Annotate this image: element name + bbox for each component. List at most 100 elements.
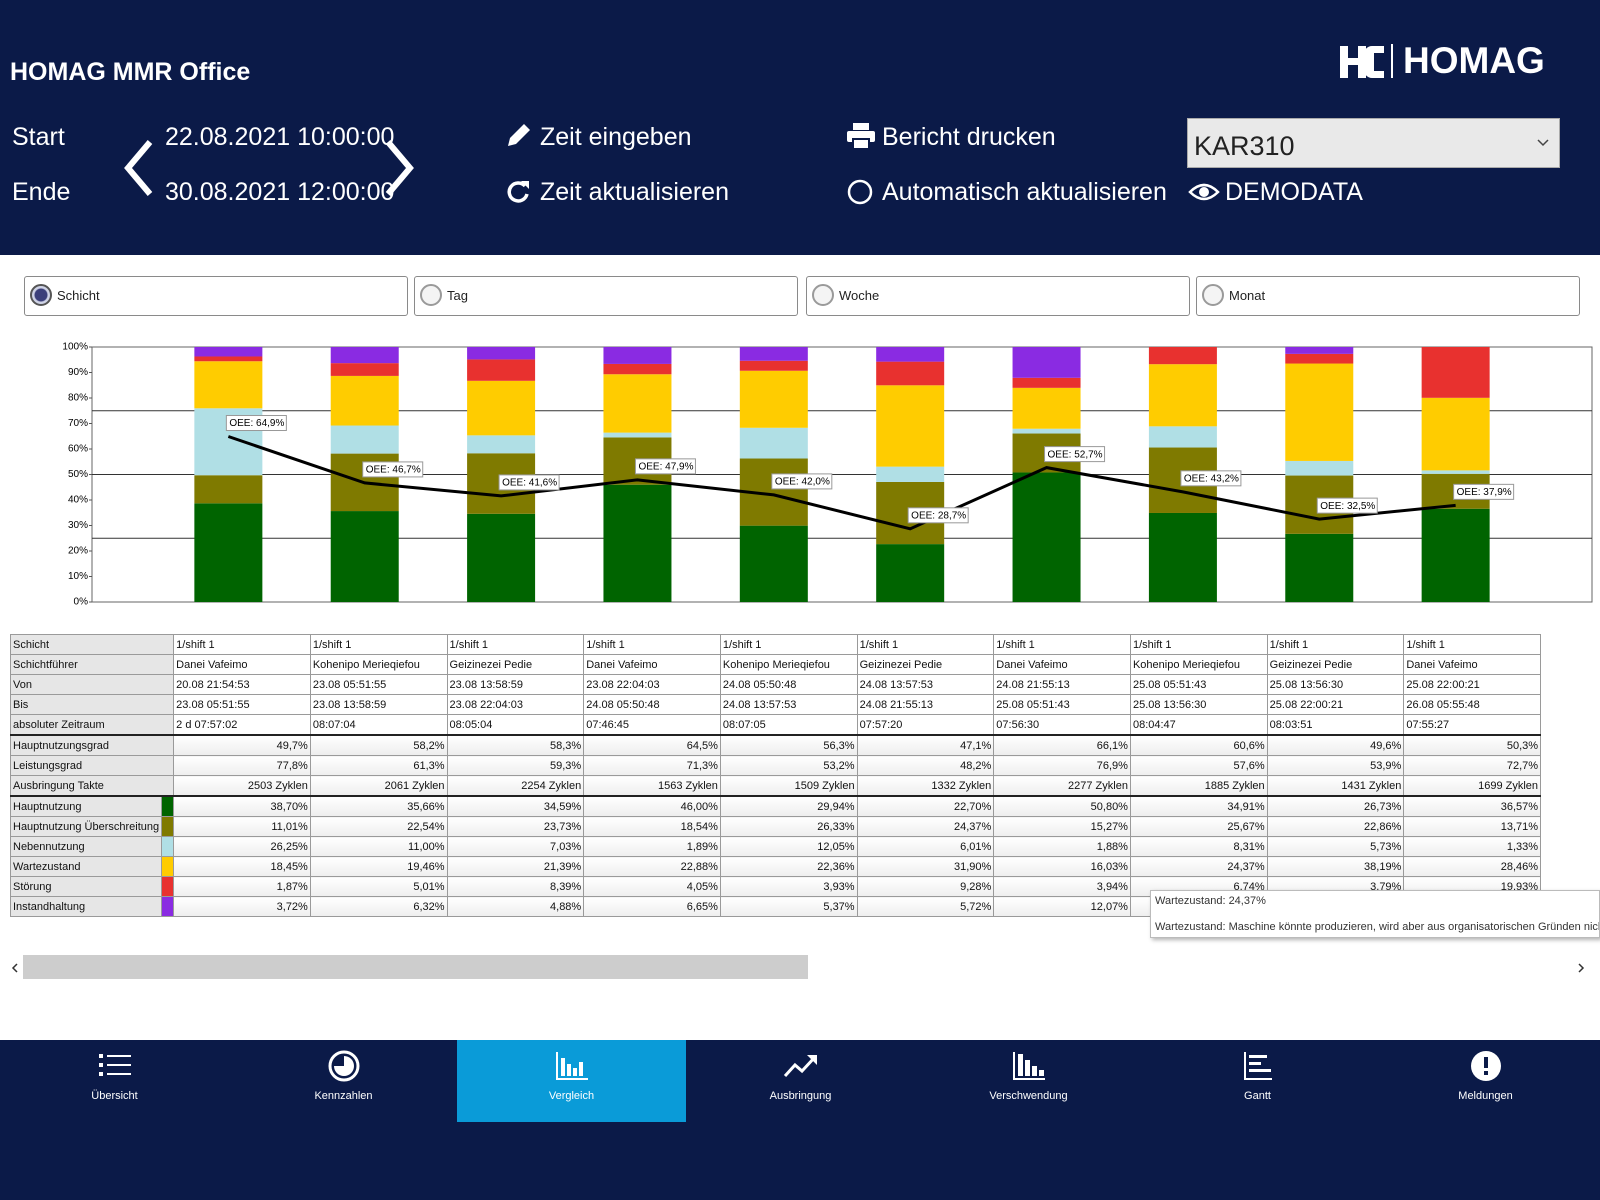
bar-segment [1285, 363, 1354, 461]
logo-text: HOMAG [1403, 40, 1545, 81]
table-row: Leistungsgrad 77,8% 61,3% 59,3% 71,3% 53,2% 48… [9, 755, 1542, 776]
table-cell: 2277 Zyklen [993, 775, 1131, 797]
table-cell: 2 d 07:57:02 [173, 714, 311, 736]
row-label: Ausbringung Takte [9, 775, 175, 797]
action-print-report[interactable]: Bericht drucken [882, 123, 1056, 151]
radio-button [30, 284, 52, 306]
nav-item[interactable]: Meldungen [1371, 1040, 1600, 1122]
period-tab[interactable]: Schicht [24, 276, 408, 316]
table-cell: 7,03% [446, 836, 585, 857]
table-cell: 1563 Zyklen [583, 775, 721, 797]
tab-label: Tag [447, 288, 468, 303]
nav-label: Übersicht [91, 1090, 138, 1102]
table-cell: 3,93% [719, 876, 858, 897]
tooltip-title: Wartezustand: 24,37% [1155, 895, 1266, 907]
table-cell: 56,3% [719, 734, 858, 756]
legend-swatch [161, 816, 175, 837]
tab-label: Woche [839, 288, 880, 303]
legend-swatch [161, 856, 175, 877]
machine-dropdown[interactable]: KAR310 [1187, 118, 1560, 168]
bar-segment [1421, 470, 1490, 474]
bar-segment [603, 346, 672, 364]
scroll-right[interactable] [1576, 962, 1586, 974]
table-cell: 1/shift 1 [1403, 634, 1542, 655]
period-tab[interactable]: Monat [1196, 276, 1580, 316]
table-cell: 57,6% [1129, 755, 1268, 776]
nav-item[interactable]: Gantt [1143, 1040, 1372, 1122]
table-cell: 59,3% [446, 755, 585, 776]
table-row: Nebennutzung 26,25% 11,00% 7,03% 1,89% 12,05%… [9, 836, 1542, 857]
table-cell: 76,9% [993, 755, 1131, 776]
action-auto-refresh[interactable]: Automatisch aktualisieren [882, 178, 1167, 206]
table-cell: 1/shift 1 [1129, 634, 1268, 655]
nav-item[interactable]: Ausbringung [686, 1040, 915, 1122]
scroll-thumb[interactable] [23, 955, 808, 979]
table-cell: 64,5% [583, 734, 721, 756]
table-cell: Danei Vafeimo [173, 654, 311, 675]
nav-label: Vergleich [548, 1090, 595, 1102]
bar-segment [1012, 347, 1081, 378]
table-cell: 1431 Zyklen [1266, 775, 1405, 797]
table-cell: 22,36% [719, 856, 858, 877]
bar-segment [467, 513, 536, 602]
machine-value: KAR310 [1194, 131, 1295, 161]
table-cell: 3,72% [173, 896, 311, 917]
table-cell: Geizinezei Pedie [446, 654, 585, 675]
table-cell: 1,33% [1403, 836, 1542, 857]
bar-segment [330, 363, 399, 376]
oee-label: OEE: 64,9% [229, 418, 284, 429]
table-cell: Geizinezei Pedie [1266, 654, 1405, 675]
nav-item[interactable]: Übersicht [0, 1040, 229, 1122]
table-cell: 24,37% [1129, 856, 1268, 877]
table-cell: 25.08 22:00:21 [1266, 694, 1405, 715]
action-refresh-time[interactable]: Zeit aktualisieren [540, 178, 729, 206]
table-cell: 48,2% [856, 755, 995, 776]
scroll-left[interactable] [10, 962, 20, 974]
nav-item[interactable]: Vergleich [457, 1040, 686, 1122]
table-cell: 5,01% [309, 876, 448, 897]
table-cell: Danei Vafeimo [583, 654, 721, 675]
table-cell: 34,59% [446, 795, 585, 817]
row-label: Nebennutzung [9, 836, 163, 857]
table-cell: Kohenipo Merieqiefou [1129, 654, 1268, 675]
table-cell: 23.08 13:58:59 [309, 694, 448, 715]
radio-button [420, 284, 442, 306]
table-cell: Danei Vafeimo [1403, 654, 1542, 675]
oee-label-box [1453, 483, 1515, 500]
oee-line [227, 435, 1456, 531]
table-cell: 23.08 05:51:55 [173, 694, 311, 715]
bar-segment [467, 380, 536, 436]
logo-mark [1340, 46, 1384, 78]
prev-button[interactable] [120, 138, 160, 198]
table-cell: 18,54% [583, 816, 721, 837]
table-cell: 53,9% [1266, 755, 1405, 776]
row-label: Instandhaltung [9, 896, 163, 917]
table-cell: 77,8% [173, 755, 311, 776]
y-tick-label: 90% [68, 367, 88, 378]
oee-label: OEE: 32,5% [1320, 501, 1375, 512]
bar-segment [194, 475, 263, 504]
table-cell: 8,31% [1129, 836, 1268, 857]
auto-refresh-radio[interactable] [846, 178, 876, 208]
period-tab[interactable]: Woche [806, 276, 1190, 316]
bar-segment [1012, 377, 1081, 388]
y-tick-label: 30% [68, 520, 88, 531]
table-cell: 35,66% [309, 795, 448, 817]
table-cell: 16,03% [993, 856, 1131, 877]
action-enter-time[interactable]: Zeit eingeben [540, 123, 692, 151]
table-row: Hauptnutzungsgrad 49,7% 58,2% 58,3% 64,5% 56,… [9, 734, 1542, 756]
bar-segment [1285, 460, 1354, 476]
nav-label: Verschwendung [989, 1090, 1068, 1102]
nav-item[interactable]: Verschwendung [914, 1040, 1143, 1122]
period-tab[interactable]: Tag [414, 276, 798, 316]
oee-label-box [362, 461, 424, 478]
table-cell: 5,37% [719, 896, 858, 917]
table-cell: 24.08 21:55:13 [993, 674, 1131, 695]
nav-item[interactable]: Kennzahlen [229, 1040, 458, 1122]
next-button[interactable] [378, 138, 418, 198]
scrollbar[interactable] [10, 955, 1590, 981]
oee-label: OEE: 52,7% [1048, 449, 1103, 460]
row-label: Bis [9, 694, 175, 715]
bottom-nav: Übersicht Kennzahlen Vergleich Ausbringu… [0, 1040, 1600, 1122]
table-cell: 24.08 21:55:13 [856, 694, 995, 715]
